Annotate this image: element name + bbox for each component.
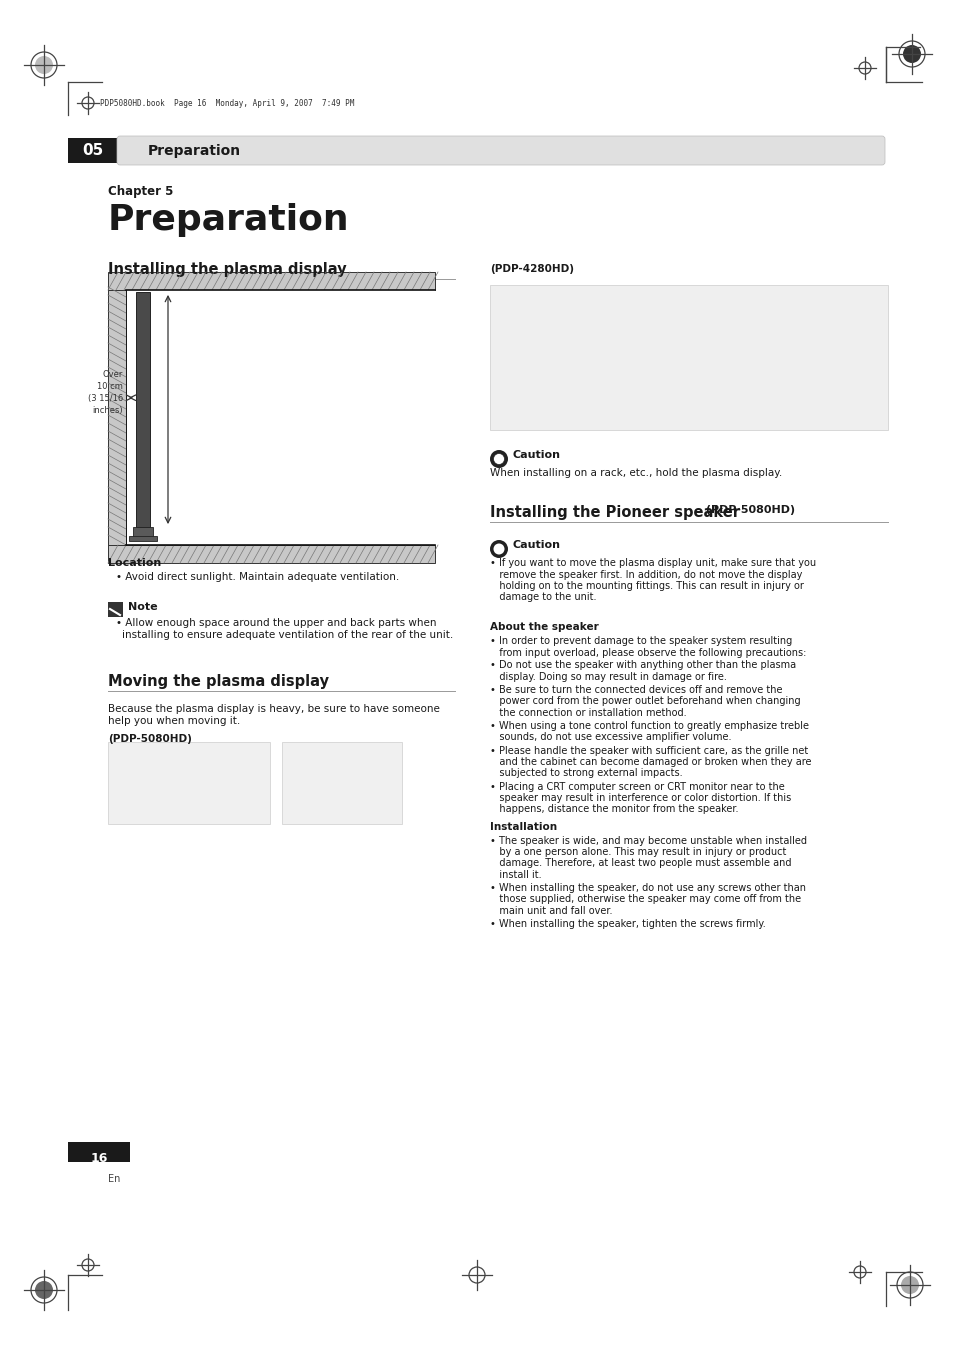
Text: install it.: install it. bbox=[490, 870, 541, 880]
Circle shape bbox=[902, 45, 920, 63]
Text: Caution: Caution bbox=[513, 450, 560, 459]
Bar bbox=[136, 292, 150, 527]
Text: damage. Therefore, at least two people must assemble and: damage. Therefore, at least two people m… bbox=[490, 858, 791, 869]
Text: main unit and fall over.: main unit and fall over. bbox=[490, 907, 612, 916]
Text: Installing the Pioneer speaker: Installing the Pioneer speaker bbox=[490, 505, 740, 520]
Text: power cord from the power outlet beforehand when changing: power cord from the power outlet beforeh… bbox=[490, 697, 800, 707]
Text: (PDP-5080HD): (PDP-5080HD) bbox=[701, 505, 794, 515]
Text: Moving the plasma display: Moving the plasma display bbox=[108, 674, 329, 689]
Text: Installation: Installation bbox=[490, 821, 557, 831]
Bar bbox=[108, 603, 123, 617]
Text: those supplied, otherwise the speaker may come off from the: those supplied, otherwise the speaker ma… bbox=[490, 894, 801, 905]
Text: • Avoid direct sunlight. Maintain adequate ventilation.: • Avoid direct sunlight. Maintain adequa… bbox=[116, 571, 399, 582]
Text: • Allow enough space around the upper and back parts when: • Allow enough space around the upper an… bbox=[116, 617, 436, 628]
Bar bbox=[132, 527, 152, 536]
Text: speaker may result in interference or color distortion. If this: speaker may result in interference or co… bbox=[490, 793, 790, 802]
Text: (19 11/16 inches): (19 11/16 inches) bbox=[172, 413, 253, 422]
Text: 05: 05 bbox=[82, 143, 104, 158]
Bar bbox=[108, 290, 126, 544]
Text: Over 50 cm: Over 50 cm bbox=[172, 397, 226, 407]
Text: (PDP-5080HD): (PDP-5080HD) bbox=[108, 734, 192, 744]
Bar bbox=[108, 742, 270, 824]
Text: • Please handle the speaker with sufficient care, as the grille net: • Please handle the speaker with suffici… bbox=[490, 746, 807, 755]
Text: happens, distance the monitor from the speaker.: happens, distance the monitor from the s… bbox=[490, 804, 738, 815]
Text: Note: Note bbox=[128, 603, 157, 612]
Text: En: En bbox=[108, 1174, 120, 1183]
Text: Because the plasma display is heavy, be sure to have someone: Because the plasma display is heavy, be … bbox=[108, 704, 439, 713]
Text: holding on to the mounting fittings. This can result in injury or: holding on to the mounting fittings. Thi… bbox=[490, 581, 803, 590]
Text: • Placing a CRT computer screen or CRT monitor near to the: • Placing a CRT computer screen or CRT m… bbox=[490, 781, 784, 792]
Circle shape bbox=[35, 1281, 53, 1300]
Text: (PDP-4280HD): (PDP-4280HD) bbox=[490, 263, 574, 274]
Text: sounds, do not use excessive amplifier volume.: sounds, do not use excessive amplifier v… bbox=[490, 732, 731, 743]
Text: • Do not use the speaker with anything other than the plasma: • Do not use the speaker with anything o… bbox=[490, 661, 796, 670]
Bar bbox=[129, 536, 157, 540]
Bar bbox=[108, 544, 435, 563]
Text: (3 15/16: (3 15/16 bbox=[88, 393, 123, 403]
Text: • The speaker is wide, and may become unstable when installed: • The speaker is wide, and may become un… bbox=[490, 835, 806, 846]
Text: damage to the unit.: damage to the unit. bbox=[490, 593, 596, 603]
Text: PDP5080HD.book  Page 16  Monday, April 9, 2007  7:49 PM: PDP5080HD.book Page 16 Monday, April 9, … bbox=[100, 99, 354, 108]
Bar bbox=[282, 742, 401, 824]
Text: and the cabinet can become damaged or broken when they are: and the cabinet can become damaged or br… bbox=[490, 757, 811, 767]
Text: subjected to strong external impacts.: subjected to strong external impacts. bbox=[490, 769, 682, 778]
Text: When installing on a rack, etc., hold the plasma display.: When installing on a rack, etc., hold th… bbox=[490, 467, 781, 478]
Text: display. Doing so may result in damage or fire.: display. Doing so may result in damage o… bbox=[490, 671, 726, 682]
Text: Location: Location bbox=[108, 558, 161, 567]
Text: by a one person alone. This may result in injury or product: by a one person alone. This may result i… bbox=[490, 847, 785, 857]
Text: inches): inches) bbox=[92, 405, 123, 415]
Text: the connection or installation method.: the connection or installation method. bbox=[490, 708, 686, 717]
Text: • When using a tone control function to greatly emphasize treble: • When using a tone control function to … bbox=[490, 721, 808, 731]
Bar bbox=[126, 290, 435, 544]
Text: • When installing the speaker, tighten the screws firmly.: • When installing the speaker, tighten t… bbox=[490, 919, 765, 929]
Bar bbox=[108, 272, 435, 290]
Text: Over: Over bbox=[103, 370, 123, 378]
Text: Caution: Caution bbox=[513, 540, 560, 550]
Circle shape bbox=[900, 1275, 918, 1294]
Text: • Be sure to turn the connected devices off and remove the: • Be sure to turn the connected devices … bbox=[490, 685, 781, 694]
Text: • If you want to move the plasma display unit, make sure that you: • If you want to move the plasma display… bbox=[490, 558, 815, 567]
Bar bbox=[68, 138, 118, 163]
Text: installing to ensure adequate ventilation of the rear of the unit.: installing to ensure adequate ventilatio… bbox=[122, 630, 453, 640]
Circle shape bbox=[490, 540, 507, 558]
Text: Installing the plasma display: Installing the plasma display bbox=[108, 262, 346, 277]
Text: • When installing the speaker, do not use any screws other than: • When installing the speaker, do not us… bbox=[490, 884, 805, 893]
Bar bbox=[490, 285, 887, 430]
Circle shape bbox=[493, 543, 504, 554]
Text: • In order to prevent damage to the speaker system resulting: • In order to prevent damage to the spea… bbox=[490, 636, 791, 646]
Text: help you when moving it.: help you when moving it. bbox=[108, 716, 240, 725]
Text: About the speaker: About the speaker bbox=[490, 621, 598, 632]
Text: 10 cm: 10 cm bbox=[97, 382, 123, 390]
Bar bbox=[68, 1142, 130, 1162]
Text: 16: 16 bbox=[91, 1152, 108, 1165]
FancyBboxPatch shape bbox=[117, 136, 884, 165]
Text: Preparation: Preparation bbox=[108, 203, 349, 236]
Circle shape bbox=[35, 55, 53, 74]
Text: remove the speaker first. In addition, do not move the display: remove the speaker first. In addition, d… bbox=[490, 570, 801, 580]
Text: Preparation: Preparation bbox=[148, 143, 241, 158]
Text: from input overload, please observe the following precautions:: from input overload, please observe the … bbox=[490, 647, 805, 658]
Circle shape bbox=[493, 454, 504, 465]
Text: Chapter 5: Chapter 5 bbox=[108, 185, 173, 199]
Circle shape bbox=[490, 450, 507, 467]
